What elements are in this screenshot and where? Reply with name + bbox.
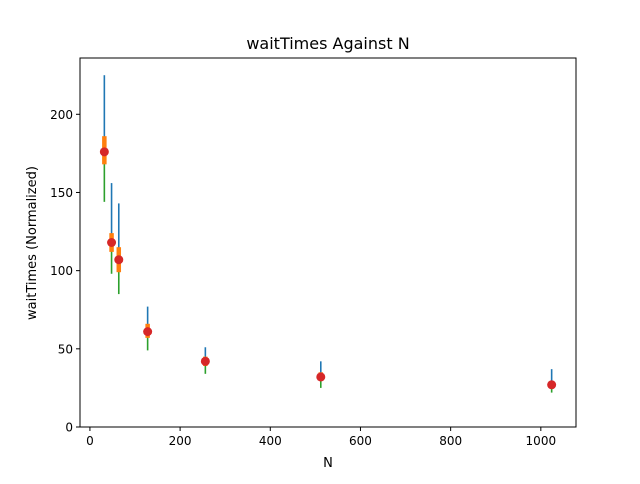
x-tick-label: 800 [439,434,462,448]
x-tick-label: 200 [169,434,192,448]
x-tick-label: 400 [259,434,282,448]
data-point [143,327,153,337]
y-tick-label: 150 [50,186,73,200]
plot-frame [79,57,577,428]
y-tick-label: 200 [50,108,73,122]
y-tick-label: 100 [50,264,73,278]
x-tick-label: 1000 [526,434,557,448]
y-tick-label: 50 [58,342,73,356]
data-point [114,255,124,265]
x-axis-label: N [323,456,333,471]
data-point [316,372,326,382]
axes: 0 200 400 600 800 1000 0 50 100 150 200 [50,108,556,448]
x-tick-label: 600 [349,434,372,448]
x-tick-label: 0 [86,434,94,448]
chart-marks [99,75,557,393]
y-axis-label: waitTimes (Normalized) [25,166,40,320]
data-point [99,147,109,157]
y-tick-label: 0 [65,421,73,435]
chart-title: waitTimes Against N [246,34,409,53]
data-point [547,380,557,390]
data-point [107,238,117,247]
data-point [200,356,210,366]
